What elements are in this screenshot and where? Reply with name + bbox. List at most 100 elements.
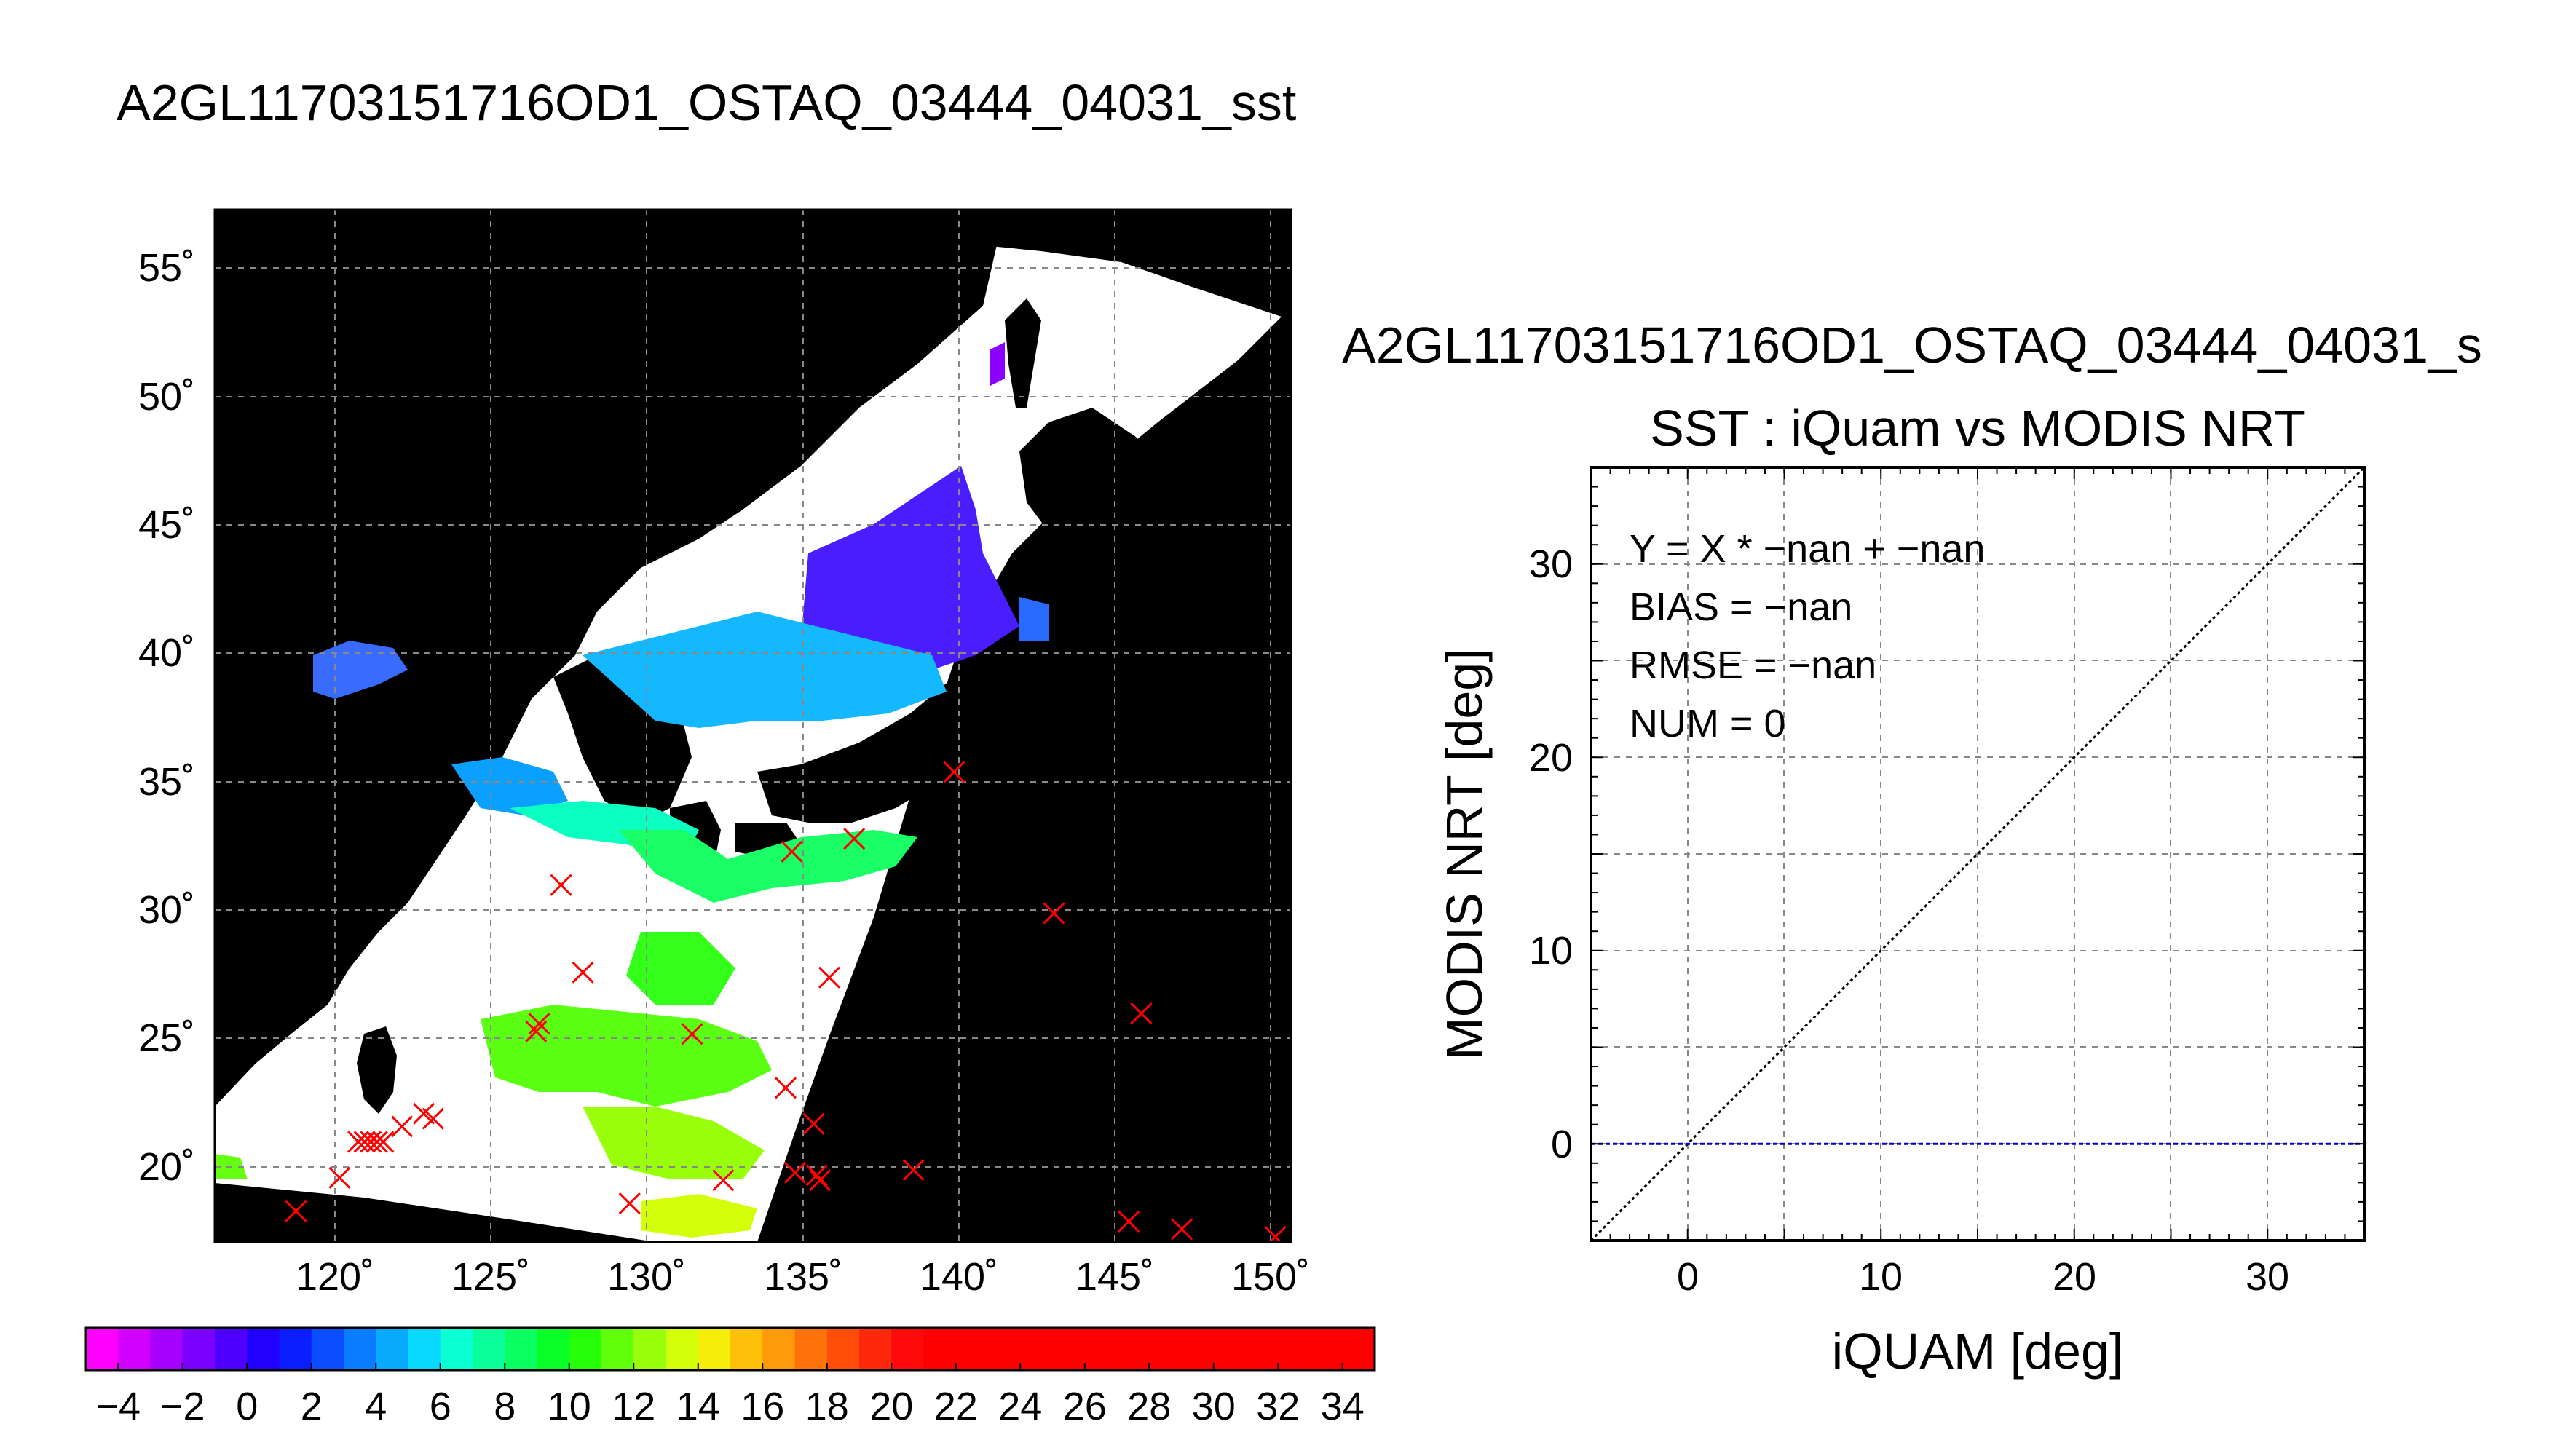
station-marker-stroke <box>366 1131 388 1153</box>
station-marker <box>781 840 803 863</box>
station-marker <box>572 961 594 984</box>
colorbar-cell <box>794 1328 828 1370</box>
station-marker <box>805 1164 828 1187</box>
map-markers <box>285 761 1287 1242</box>
colorbar-cell <box>1213 1328 1247 1370</box>
station-marker-stroke <box>712 1169 735 1192</box>
station-marker <box>1130 1002 1153 1025</box>
colorbar-frame <box>84 1326 1376 1372</box>
colorbar-tick-label: 28 <box>1127 1385 1171 1428</box>
station-marker-stroke <box>328 1166 351 1189</box>
colorbar-tick-label: 8 <box>494 1385 516 1428</box>
station-marker-stroke <box>412 1102 435 1125</box>
station-marker-stroke <box>809 1169 832 1192</box>
station-marker <box>681 1023 703 1045</box>
map-x-tick-label: 120˚ <box>296 1255 374 1299</box>
station-marker <box>285 1200 307 1222</box>
colorbar-tick-label: 14 <box>676 1385 720 1428</box>
scatter-x-tick-label: 30 <box>2246 1255 2289 1299</box>
colorbar-cell <box>988 1328 1021 1370</box>
station-marker-stroke <box>943 761 965 783</box>
station-marker <box>1170 1218 1193 1241</box>
station-marker-stroke <box>681 1023 703 1045</box>
station-marker <box>328 1166 351 1189</box>
station-marker <box>366 1131 388 1153</box>
colorbar-cell <box>569 1328 602 1370</box>
station-marker-stroke <box>528 1013 550 1035</box>
scatter-y-tick-label: 20 <box>1529 736 1573 780</box>
colorbar-cell <box>1052 1328 1086 1370</box>
colorbar-cell <box>440 1328 473 1370</box>
scatter-y-label: MODIS NRT [deg] <box>1436 648 1493 1059</box>
station-marker <box>618 1192 641 1215</box>
station-marker <box>802 1112 825 1135</box>
colorbar-cell <box>1020 1328 1053 1370</box>
colorbar-cell <box>473 1328 505 1370</box>
sst-yellow-sea <box>451 757 568 815</box>
station-marker-stroke <box>1043 902 1065 925</box>
station-marker-stroke <box>618 1192 641 1215</box>
map-x-tick-label: 140˚ <box>920 1255 998 1299</box>
station-marker <box>528 1013 550 1035</box>
colorbar-labels: −4 −2 0 2 4 6 8 10 12 14 16 18 20 22 24 26 28 30 32 34 <box>95 1363 1365 1428</box>
map-y-tick-label: 50˚ <box>138 375 195 419</box>
colorbar-cell <box>891 1328 924 1370</box>
colorbar-cell <box>86 1328 119 1370</box>
scatter-x-tick-label: 20 <box>2053 1255 2096 1299</box>
sst-bohai <box>313 641 408 699</box>
scatter-y-tick-label: 30 <box>1529 542 1573 586</box>
station-marker-stroke <box>774 1077 797 1099</box>
station-marker <box>422 1107 444 1130</box>
land-sakhalin <box>1005 298 1041 408</box>
scatter-minor-ticks <box>1590 467 2365 1241</box>
station-marker-stroke <box>802 1112 825 1135</box>
station-marker <box>1118 1210 1140 1233</box>
station-marker <box>943 761 965 783</box>
colorbar-cell <box>344 1328 376 1370</box>
colorbar-cell <box>1278 1328 1311 1370</box>
scatter-y-ticks: 0 10 20 30 <box>1529 542 1573 1166</box>
colorbar-cell <box>1084 1328 1118 1370</box>
map-y-tick-label: 55˚ <box>138 246 195 290</box>
station-marker-stroke <box>805 1164 828 1187</box>
colorbar-tick-label: 34 <box>1321 1385 1365 1428</box>
station-marker-stroke <box>550 874 572 896</box>
scatter-x-tick-label: 0 <box>1677 1255 1699 1299</box>
station-marker-stroke <box>843 828 866 850</box>
map-x-tick-label: 150˚ <box>1231 1255 1310 1299</box>
colorbar-cell <box>730 1328 763 1370</box>
swath-region <box>215 240 1282 1242</box>
station-marker <box>1043 902 1065 925</box>
station-marker-stroke <box>781 840 803 863</box>
map-x-ticks: 120˚ 125˚ 130˚ 135˚ 140˚ 145˚ 150˚ <box>296 1255 1310 1299</box>
map-y-tick-label: 25˚ <box>138 1016 195 1060</box>
sst-sea-of-okhotsk <box>990 342 1005 386</box>
station-marker <box>902 1159 925 1182</box>
sst-field <box>215 342 1049 1238</box>
colorbar-cell <box>279 1328 312 1370</box>
map-y-tick-label: 30˚ <box>138 888 195 932</box>
station-marker-stroke <box>1268 1225 1287 1242</box>
station-marker <box>390 1115 414 1138</box>
map-y-tick-label: 35˚ <box>138 760 195 804</box>
colorbar-cell <box>666 1328 699 1370</box>
station-marker <box>783 1161 806 1184</box>
map-x-tick-label: 135˚ <box>764 1255 842 1299</box>
sst-sea-of-japan-east <box>1019 597 1049 641</box>
colorbar-cell <box>408 1328 441 1370</box>
sst-south <box>641 1194 757 1238</box>
colorbar-cell <box>118 1328 151 1370</box>
land-philippines <box>306 1201 364 1242</box>
station-marker-stroke <box>525 1020 548 1042</box>
map-x-tick-label: 130˚ <box>607 1255 686 1299</box>
station-marker-stroke <box>422 1107 444 1130</box>
colorbar-cells <box>86 1328 1375 1370</box>
station-marker-stroke <box>372 1131 395 1153</box>
station-marker-stroke <box>1118 1210 1140 1233</box>
sst-kuroshio <box>619 830 917 903</box>
colorbar-cell <box>1117 1328 1150 1370</box>
map-frame <box>213 208 1292 1243</box>
sst-sea-of-japan-north <box>801 466 1019 677</box>
sst-sea-of-japan-south <box>583 612 947 728</box>
colorbar-cell <box>1342 1328 1375 1370</box>
